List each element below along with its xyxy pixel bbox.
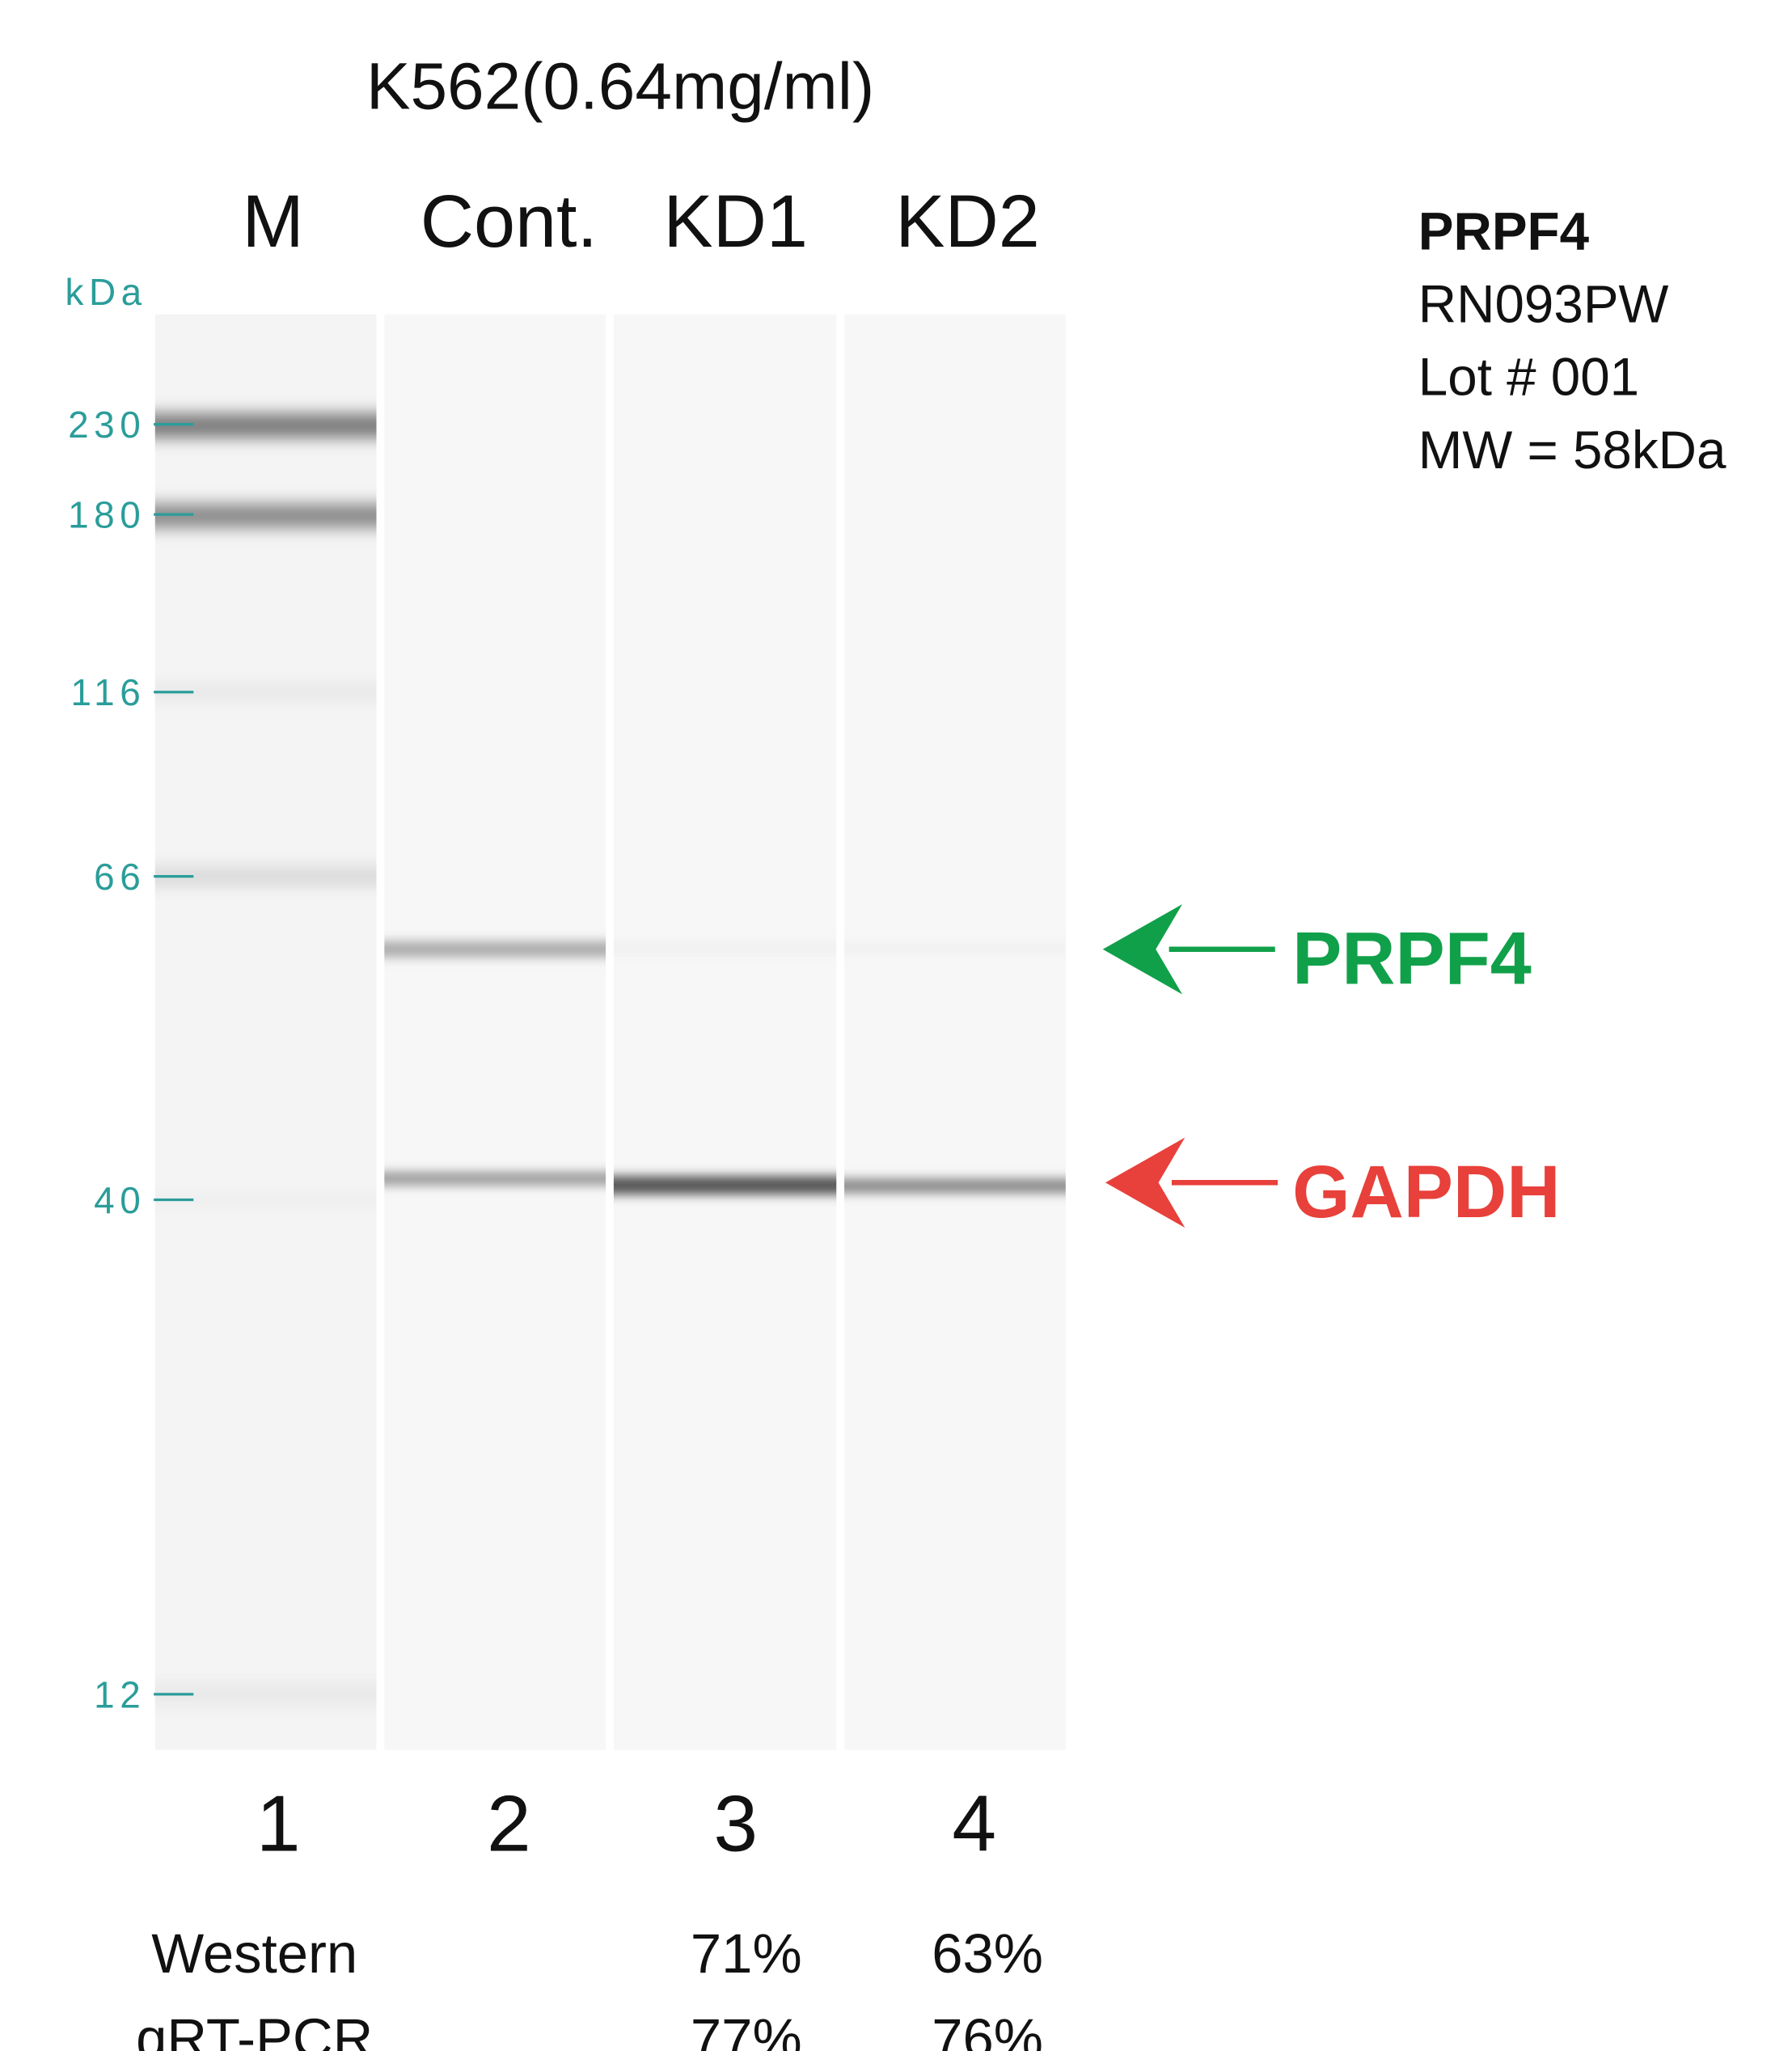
- lane-number: 4: [952, 1778, 996, 1867]
- marker-label: 116: [70, 671, 146, 713]
- lane-bg: [844, 314, 1066, 1750]
- band: [613, 942, 837, 954]
- marker-label: 180: [68, 494, 146, 536]
- lane-number: 1: [256, 1778, 301, 1867]
- lane-bg: [154, 314, 377, 1750]
- band: [384, 941, 606, 958]
- arrow-label: PRPF4: [1292, 917, 1532, 1000]
- row-value: 71%: [691, 1922, 802, 1985]
- info-line: PRPF4: [1418, 201, 1590, 260]
- arrows: PRPF4 GAPDH: [1102, 904, 1560, 1233]
- gel: [154, 314, 1066, 1750]
- title: K562(0.64mg/ml): [366, 50, 874, 124]
- row-value: 76%: [932, 2007, 1043, 2051]
- band: [844, 1178, 1066, 1194]
- marker-label: 66: [94, 856, 146, 898]
- lane-bg: [613, 314, 837, 1750]
- band: [844, 942, 1066, 954]
- band: [154, 867, 377, 886]
- labels: M 1 Cont. 2 KD1 3 KD2 4 230 180 116 66 40 12 Western 71…: [68, 180, 1043, 2051]
- band: [154, 413, 377, 438]
- band: [154, 1193, 377, 1207]
- lane-bg: [384, 314, 606, 1750]
- lane-label: KD1: [663, 180, 808, 263]
- row-label: Western: [151, 1922, 357, 1985]
- lane-number: 3: [713, 1778, 758, 1867]
- lane-number: 2: [487, 1778, 531, 1867]
- marker-unit: kDa: [65, 271, 146, 313]
- marker-label: 12: [94, 1673, 146, 1715]
- lane-label: Cont.: [421, 180, 598, 263]
- info-line: MW = 58kDa: [1418, 421, 1726, 480]
- arrow-label: GAPDH: [1292, 1151, 1560, 1233]
- row-label: qRT-PCR: [136, 2007, 373, 2051]
- lane-label: M: [242, 180, 303, 263]
- arrow-head: [1105, 1137, 1186, 1228]
- lane-label: KD2: [895, 180, 1040, 263]
- info: PRPF4 RN093PW Lot # 001 MW = 58kDa: [1418, 201, 1726, 479]
- band: [154, 683, 377, 700]
- row-value: 77%: [691, 2007, 802, 2051]
- band: [613, 1176, 837, 1195]
- band: [154, 504, 377, 528]
- band: [384, 1172, 606, 1186]
- marker-label: 40: [94, 1179, 146, 1221]
- row-value: 63%: [932, 1922, 1043, 1985]
- arrow-head: [1102, 904, 1183, 995]
- marker-label: 230: [68, 404, 146, 446]
- info-line: Lot # 001: [1418, 348, 1639, 407]
- info-line: RN093PW: [1418, 274, 1669, 333]
